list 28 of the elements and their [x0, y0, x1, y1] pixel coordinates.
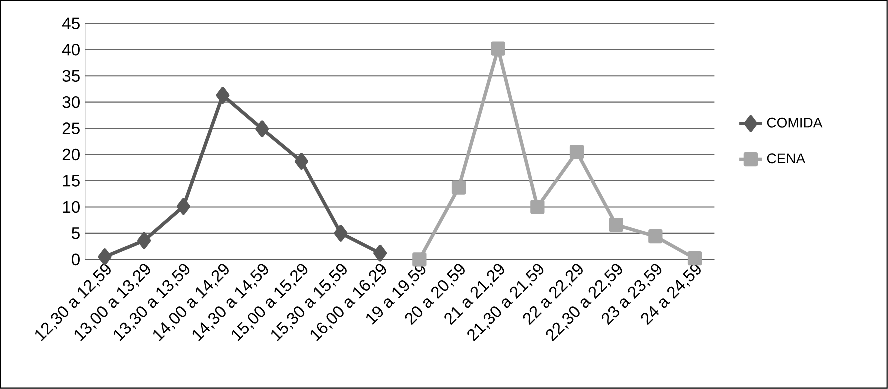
point [256, 120, 270, 138]
point [570, 145, 584, 160]
point [216, 87, 230, 104]
point [176, 198, 190, 216]
y-tick-label: 40 [62, 44, 80, 56]
point [294, 153, 308, 170]
point [648, 230, 663, 244]
point [530, 200, 545, 214]
point [609, 218, 624, 232]
y-tick-label: 5 [72, 228, 80, 240]
point [452, 180, 466, 195]
point [138, 232, 152, 250]
point [688, 252, 702, 266]
point [374, 244, 388, 262]
y-tick-label: 20 [62, 148, 80, 161]
y-tick-label: 0 [72, 254, 80, 266]
legend-label: CENA [767, 154, 806, 164]
point [334, 225, 348, 242]
point [412, 252, 427, 267]
y-tick-label: 10 [63, 201, 80, 214]
legend-label: COMIDA [767, 118, 823, 128]
y-tick-label: 35 [62, 70, 80, 82]
y-tick-label: 25 [62, 122, 80, 134]
y-tick-label: 15 [63, 175, 80, 187]
y-tick-label: 45 [62, 18, 80, 30]
point [98, 248, 112, 266]
y-tick-label: 30 [62, 96, 80, 108]
point [491, 42, 506, 56]
